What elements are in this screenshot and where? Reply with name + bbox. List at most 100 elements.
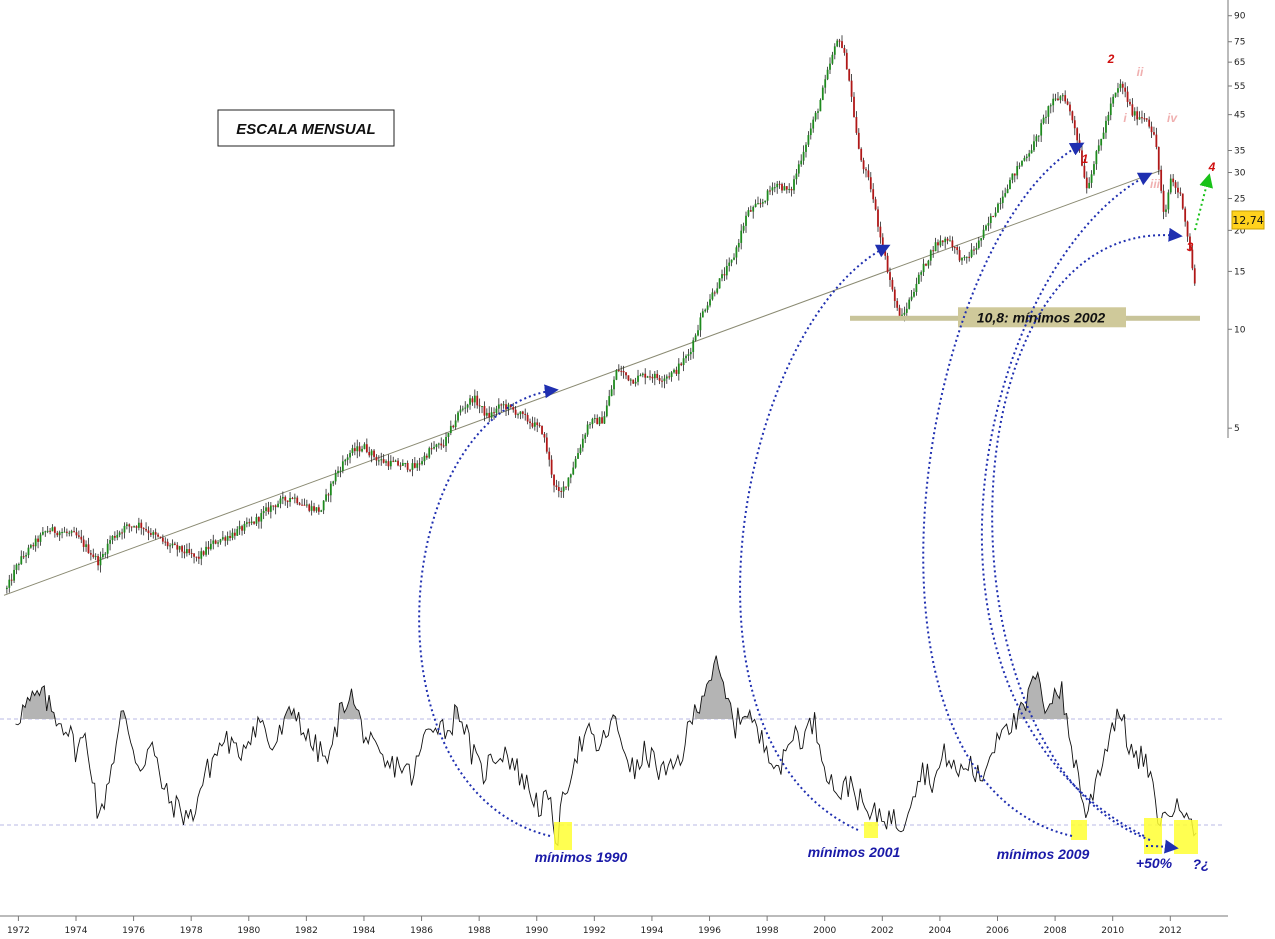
scale-note-box [217, 109, 395, 147]
candle-body [245, 522, 248, 524]
candle-body [77, 535, 80, 537]
candle-body [1184, 208, 1187, 222]
candle-body [761, 202, 764, 204]
candle-body [968, 256, 971, 258]
candle-body [848, 69, 851, 81]
candle-body [908, 299, 911, 309]
candle-body [641, 373, 644, 376]
candle-body [1023, 158, 1026, 161]
candle-body [1138, 117, 1141, 120]
candle-body [173, 543, 176, 545]
candle-body [514, 409, 517, 415]
candle-body [109, 540, 111, 544]
candle-body [632, 379, 635, 384]
candle-body [68, 532, 71, 534]
candle-body [382, 459, 385, 463]
minimum-label: mínimos 2009 [997, 846, 1090, 862]
candle-body [675, 369, 678, 374]
candle-body [766, 190, 769, 201]
candle-body [15, 564, 18, 570]
candle-body [1071, 111, 1074, 121]
candle-body [620, 370, 623, 372]
candle-body [272, 505, 275, 507]
candle-body [1141, 117, 1143, 119]
candle-body [668, 376, 671, 378]
candle-body [555, 485, 558, 488]
candle-body [771, 187, 774, 191]
candle-body [39, 534, 42, 542]
minimum-label: mínimos 2001 [808, 844, 901, 860]
candle-body [1006, 188, 1009, 194]
last-price-tag [1231, 210, 1265, 230]
arrows-group [418, 142, 1213, 854]
candle-body [891, 279, 894, 290]
oscillator-overbought-shade [694, 655, 733, 719]
candle-body [843, 47, 846, 53]
candle-body [545, 437, 548, 452]
candle-body [409, 469, 411, 471]
candle-body [567, 477, 570, 487]
candle-body [457, 412, 459, 421]
candle-body [1126, 91, 1129, 102]
time-tick-label: 2002 [871, 926, 894, 936]
time-tick-label: 1972 [7, 926, 30, 936]
candle-body [25, 555, 27, 557]
candle-body [298, 503, 301, 505]
candle-body [1090, 174, 1093, 183]
candle-body [241, 526, 243, 531]
candle-body [692, 340, 695, 352]
candle-body [118, 532, 121, 535]
candle-body [490, 412, 493, 418]
candle-body [711, 292, 714, 300]
candle-body [533, 422, 536, 427]
candle-body [380, 459, 383, 461]
candle-body [231, 532, 234, 538]
candle-body [836, 40, 839, 47]
candle-body [704, 309, 707, 312]
candle-body [833, 46, 836, 55]
wave-label-2: 2 [1107, 52, 1115, 66]
candle-body [212, 540, 215, 544]
candle-body [128, 524, 131, 527]
candle-body [27, 547, 30, 556]
candle-body [1102, 132, 1105, 139]
candle-body [293, 497, 296, 499]
candle-body [653, 373, 656, 379]
candle-body [747, 210, 750, 216]
candle-body [505, 404, 507, 410]
candle-body [385, 461, 387, 463]
candle-body [1162, 190, 1165, 212]
candle-body [464, 407, 467, 409]
candle-body [526, 414, 529, 422]
candle-body [973, 249, 975, 251]
candle-body [651, 376, 654, 379]
candle-body [824, 79, 827, 88]
candle-body [404, 463, 407, 465]
candle-body [454, 420, 457, 428]
candle-body [737, 242, 740, 248]
candle-body [723, 274, 726, 276]
candle-body [1035, 136, 1038, 142]
candle-body [627, 375, 630, 381]
candle-body [925, 263, 927, 266]
candle-body [1117, 88, 1119, 93]
candle-body [1093, 164, 1095, 175]
candle-body [471, 398, 474, 403]
candle-body [831, 54, 834, 64]
candle-body [473, 395, 476, 403]
candle-body [1186, 221, 1189, 237]
candle-body [502, 404, 505, 406]
candle-body [855, 117, 858, 133]
candle-body [617, 370, 620, 372]
candle-body [1097, 145, 1100, 152]
candle-body [807, 135, 810, 145]
candle-body [579, 447, 582, 454]
candle-body [1042, 117, 1045, 124]
candle-body [488, 412, 491, 418]
candle-body [159, 536, 162, 538]
candle-body [901, 314, 903, 317]
candle-body [250, 521, 253, 524]
candle-body [649, 376, 651, 378]
price-tick-label: 30 [1234, 168, 1246, 178]
candle-body [344, 459, 347, 462]
